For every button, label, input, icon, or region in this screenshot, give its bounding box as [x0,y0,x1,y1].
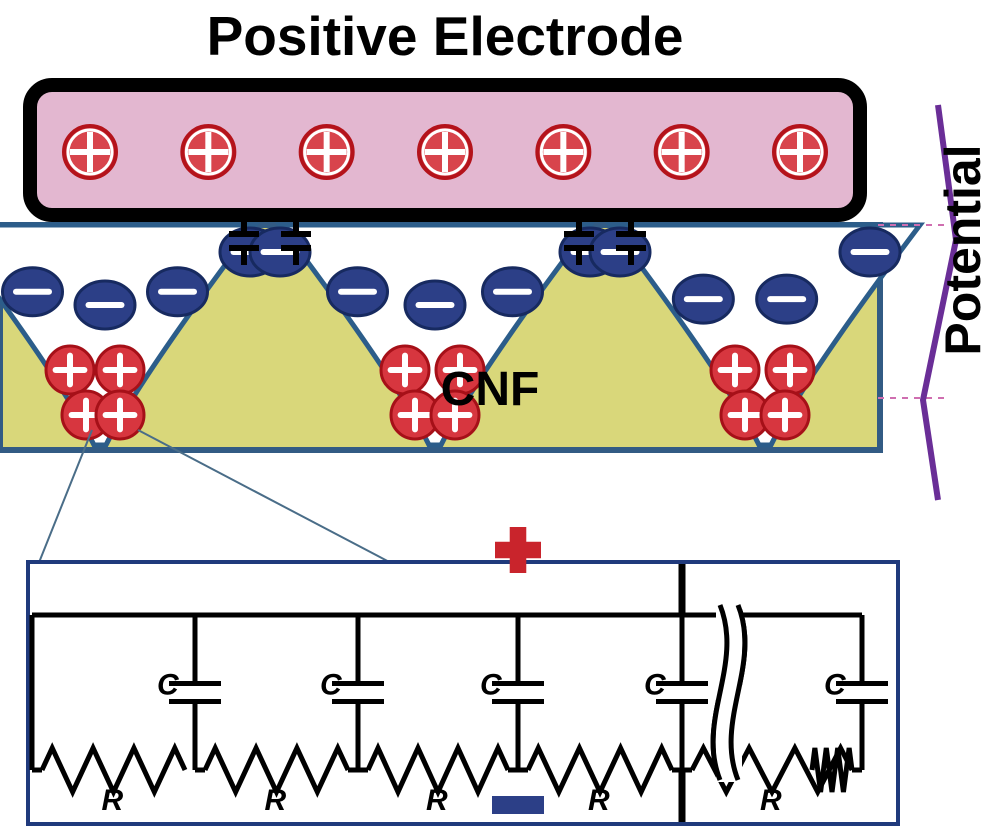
cap-label-3: C [644,669,667,702]
pos-charge-top-0 [64,126,116,178]
cap-label-4: C [824,669,847,702]
res-label-1: R [426,784,448,817]
pos-charge-top-6 [774,126,826,178]
cap-label-1: C [320,669,343,702]
label-potential: Potential [935,144,991,355]
neg-ion-2-2 [757,275,817,323]
neg-ion-0-3 [148,268,208,316]
pos-ion-0-3 [96,391,144,439]
pos-charge-top-5 [656,126,708,178]
cap-label-2: C [480,669,503,702]
res-label-0: R [265,784,287,817]
pos-ion-1-0 [381,346,429,394]
pos-ion-2-3 [761,391,809,439]
pos-charge-top-3 [419,126,471,178]
pos-charge-top-2 [301,126,353,178]
res-label-lead: R [102,784,124,817]
neg-ion-0-1 [3,268,63,316]
cap-label-0: C [157,669,180,702]
neg-ion-1-3 [483,268,543,316]
neg-ion-1-2 [405,281,465,329]
res-label-3: R [760,784,782,817]
res-label-2: R [588,784,610,817]
neg-ion-2-3 [840,228,900,276]
label-title: Positive Electrode [207,5,684,67]
terminal-minus-icon [492,796,544,814]
neg-ion-2-1 [673,275,733,323]
neg-ion-1-1 [328,268,388,316]
pos-ion-0-1 [96,346,144,394]
label-cnf: CNF [441,363,540,416]
pos-charge-top-1 [182,126,234,178]
neg-ion-0-2 [75,281,135,329]
pos-ion-2-0 [711,346,759,394]
pos-ion-0-0 [46,346,94,394]
pos-charge-top-4 [537,126,589,178]
pos-ion-2-1 [766,346,814,394]
